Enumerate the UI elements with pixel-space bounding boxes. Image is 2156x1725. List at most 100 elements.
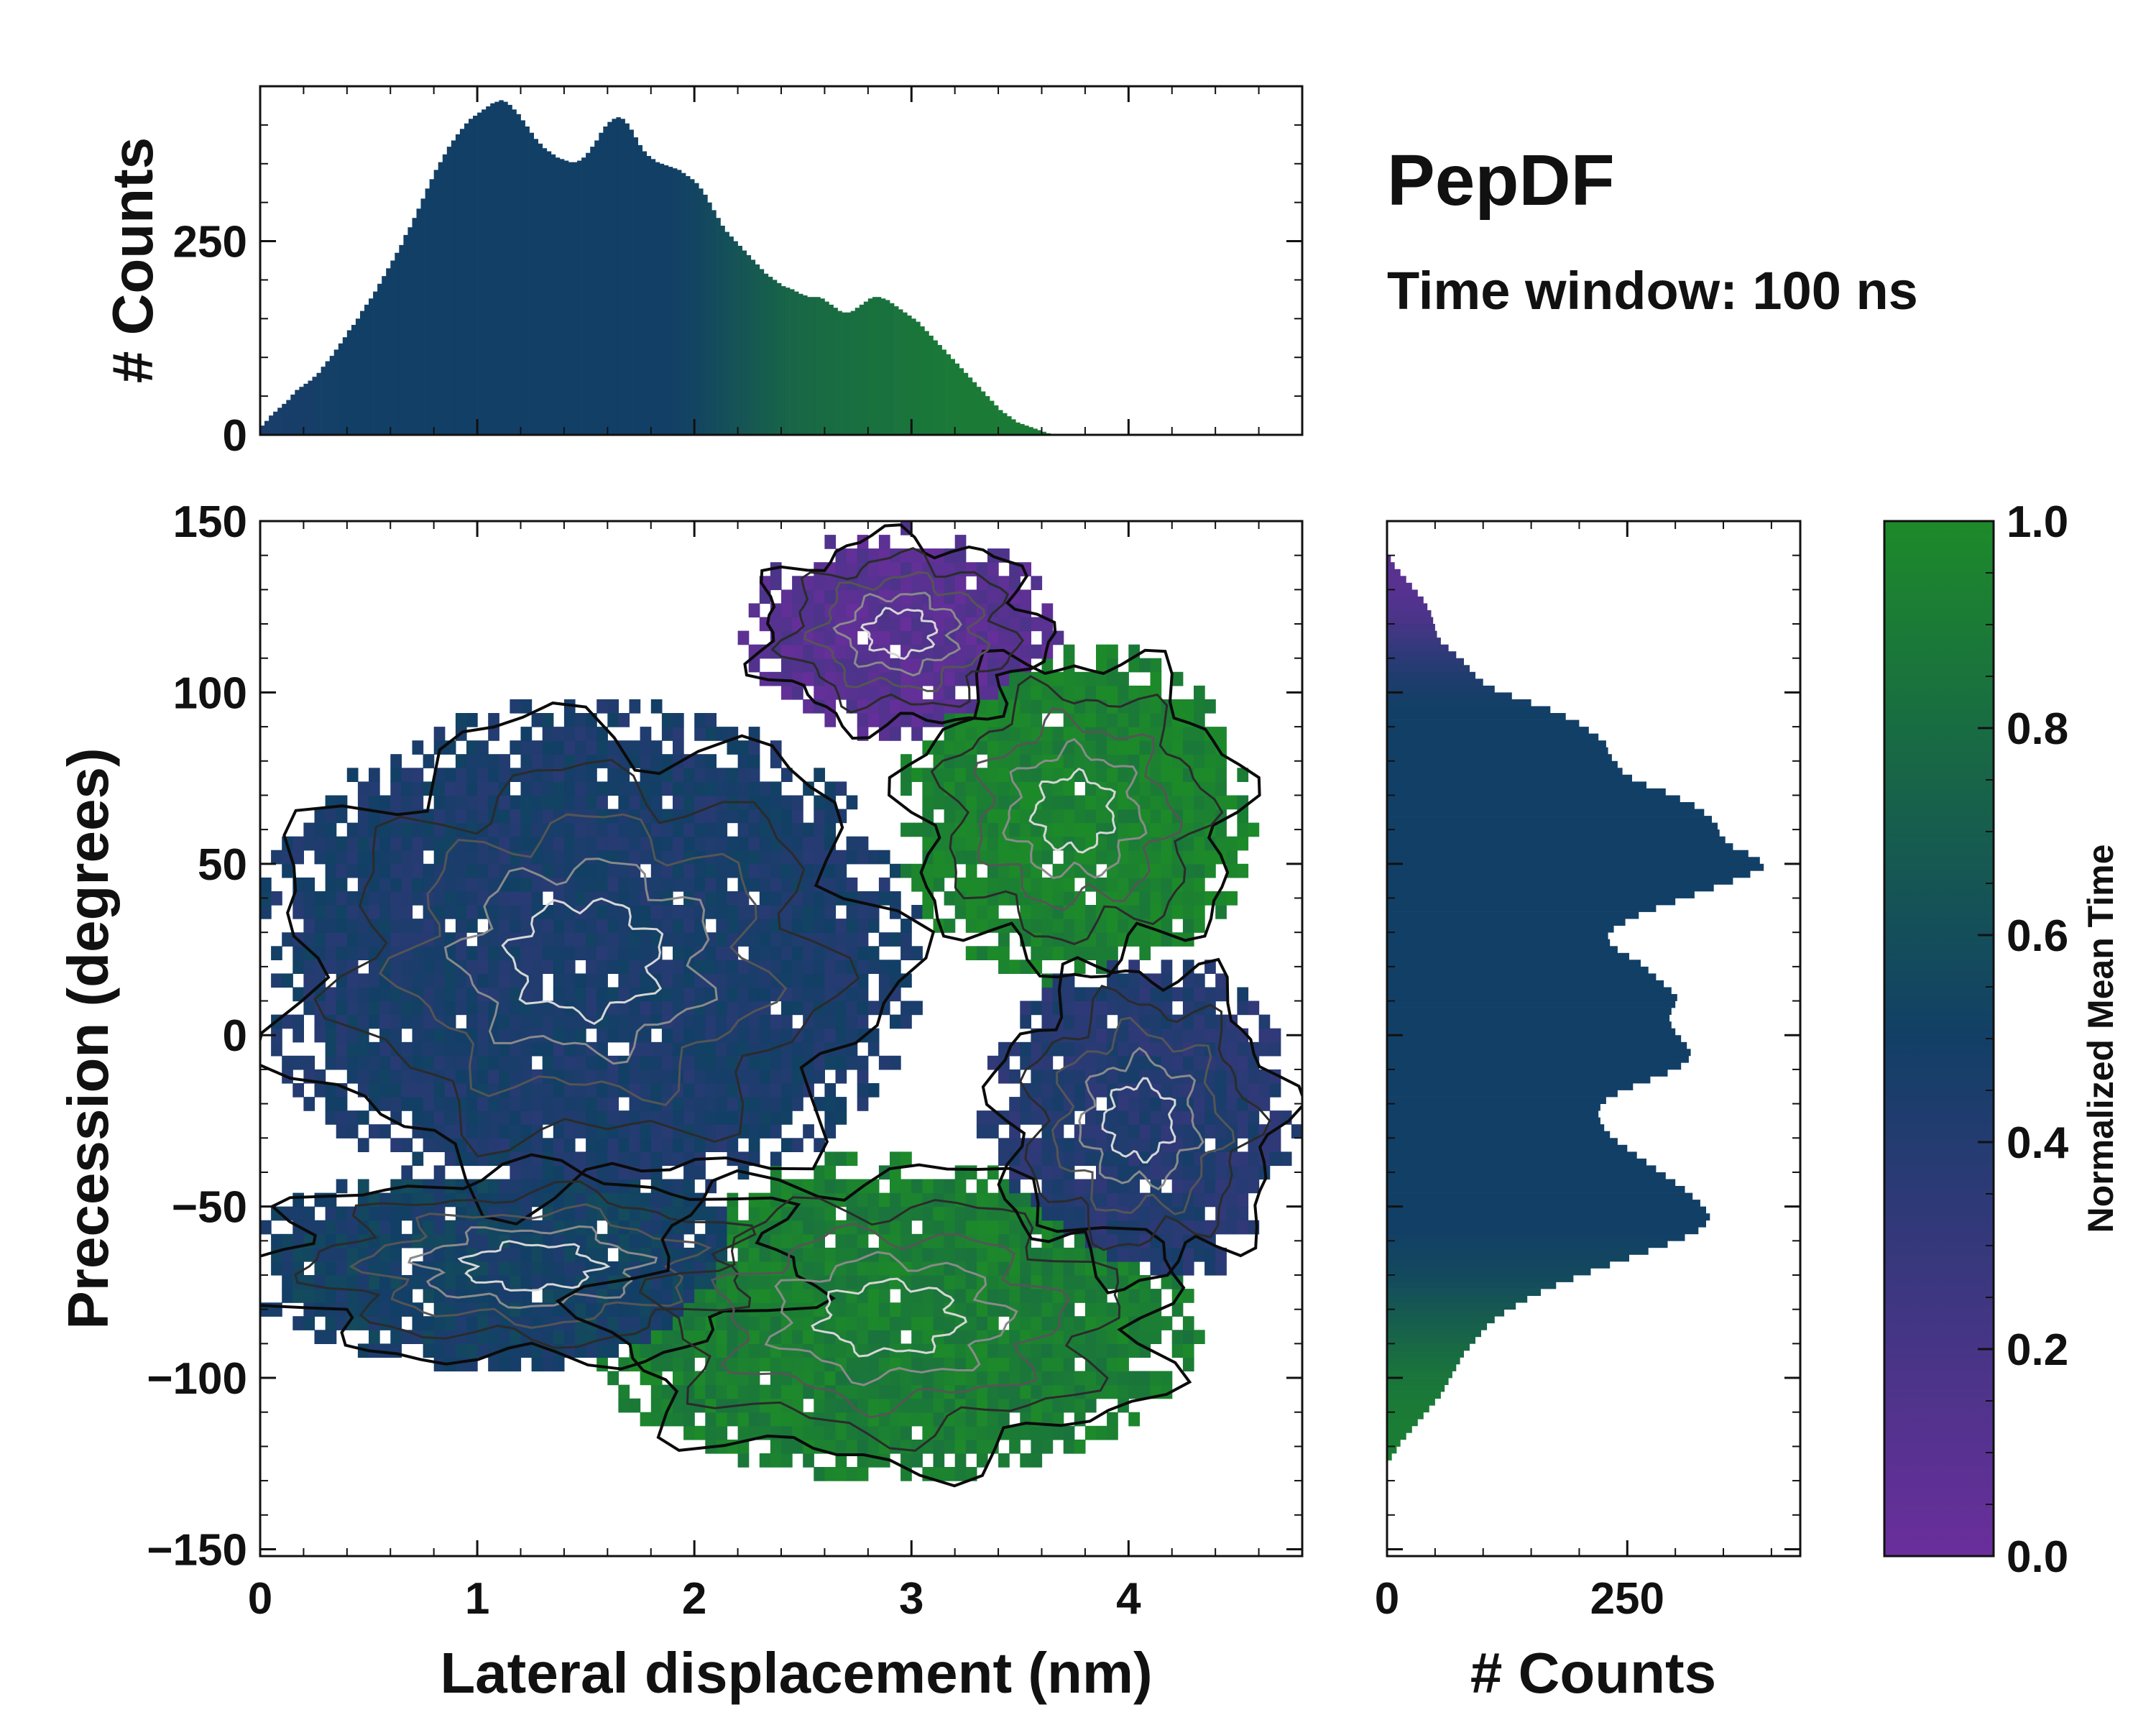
heatmap-cell <box>531 809 543 824</box>
heatmap-cell <box>976 1192 988 1208</box>
heatmap-cell <box>1031 1289 1043 1303</box>
heatmap-cell <box>271 1261 282 1276</box>
heatmap-cell <box>954 644 967 659</box>
heatmap-contour <box>294 1180 757 1349</box>
heatmap-cell <box>835 1069 847 1084</box>
heatmap-cell <box>1171 781 1184 796</box>
heatmap-cell <box>748 1028 760 1043</box>
heatmap-cell <box>390 1041 402 1057</box>
heatmap-cell <box>553 740 565 755</box>
heatmap-cell <box>890 1261 901 1276</box>
heatmap-cell <box>900 1398 912 1413</box>
right-histogram-bar <box>1387 1220 1706 1228</box>
heatmap-cell <box>998 1289 1010 1303</box>
heatmap-cell <box>846 1425 858 1440</box>
right-histogram-bar <box>1387 582 1412 590</box>
right-histogram-bar <box>1387 1172 1666 1179</box>
heatmap-cell <box>933 1343 945 1358</box>
heatmap-cell <box>563 1275 576 1289</box>
heatmap-cell <box>346 1289 359 1303</box>
heatmap-cell <box>1118 877 1129 892</box>
heatmap-cell <box>1215 1069 1227 1084</box>
heatmap-cell <box>563 1330 576 1344</box>
heatmap-cell <box>748 768 760 782</box>
heatmap-cell <box>1052 1097 1064 1111</box>
heatmap-cell <box>444 1069 456 1084</box>
y-tick-label: 0 <box>223 1011 247 1061</box>
heatmap-cell <box>1161 1192 1173 1208</box>
heatmap-cell <box>1009 727 1021 741</box>
heatmap-cell <box>1084 905 1097 919</box>
heatmap-cell <box>1020 685 1031 700</box>
heatmap-cell <box>976 1247 988 1262</box>
y-tick-label: 50 <box>198 840 247 890</box>
heatmap-cell <box>922 1425 934 1440</box>
heatmap-cell <box>835 1247 847 1262</box>
heatmap-cell <box>336 1028 348 1043</box>
heatmap-cell <box>629 1014 641 1029</box>
heatmap-cell <box>987 781 999 796</box>
colorbar-ticks: 0.00.20.40.60.81.0 <box>1978 497 2069 1582</box>
heatmap-cell <box>661 960 673 974</box>
heatmap-cell <box>890 1316 901 1330</box>
heatmap-cell <box>933 1206 945 1221</box>
heatmap-cell <box>423 1220 435 1235</box>
heatmap-contour <box>313 758 860 1158</box>
heatmap-cell <box>1107 1357 1118 1372</box>
heatmap-cell <box>954 1206 967 1221</box>
heatmap-cell <box>694 795 706 810</box>
heatmap-cell <box>618 863 630 878</box>
heatmap-cell <box>737 1069 750 1084</box>
heatmap-cell <box>629 1247 641 1262</box>
heatmap-cell <box>1128 1343 1140 1358</box>
heatmap-cell <box>737 1343 750 1358</box>
right-x-tick-label: 0 <box>1375 1574 1399 1624</box>
top-histogram-bar <box>464 123 469 435</box>
heatmap-cell <box>987 1124 999 1138</box>
heatmap-cell <box>987 905 999 919</box>
heatmap-cell <box>444 795 456 810</box>
heatmap-cell <box>792 1316 803 1330</box>
heatmap-cell <box>661 1316 673 1330</box>
heatmap-cell <box>954 658 967 673</box>
heatmap-cell <box>770 1179 782 1194</box>
heatmap-cell <box>890 1384 901 1399</box>
heatmap-cell <box>1182 740 1194 755</box>
heatmap-cell <box>1215 1179 1227 1194</box>
heatmap-cell <box>563 1261 576 1276</box>
heatmap-cell <box>520 1261 533 1276</box>
heatmap-cell <box>1063 1330 1075 1344</box>
heatmap-cell <box>1052 1289 1064 1303</box>
heatmap-cell <box>857 1014 869 1029</box>
heatmap-cell <box>510 1028 522 1043</box>
heatmap-cell <box>379 1261 391 1276</box>
heatmap-cell <box>933 1179 945 1194</box>
heatmap-cell <box>770 822 782 837</box>
heatmap-cell <box>1182 1028 1194 1043</box>
heatmap-cell <box>705 1220 717 1235</box>
heatmap-cell <box>857 1330 869 1344</box>
heatmap-cell <box>401 781 413 796</box>
top-histogram-bar <box>473 116 478 435</box>
heatmap-cell <box>314 932 326 947</box>
heatmap-cell <box>510 1110 522 1125</box>
heatmap-cell <box>271 973 282 988</box>
heatmap-cell <box>618 1014 630 1029</box>
heatmap-cell <box>1128 932 1140 947</box>
heatmap-cell <box>673 809 684 824</box>
heatmap-cell <box>325 1289 337 1303</box>
heatmap-cell <box>575 1097 586 1111</box>
heatmap-cell <box>510 836 522 851</box>
heatmap-cell <box>759 946 771 960</box>
heatmap-cell <box>390 1028 402 1043</box>
heatmap-cell <box>683 919 695 933</box>
heatmap-cell <box>563 1220 576 1235</box>
top-histogram-bar <box>590 147 595 435</box>
heatmap-cell <box>694 1083 706 1098</box>
heatmap-cell <box>716 1097 728 1111</box>
heatmap-cell <box>922 589 934 604</box>
heatmap-cell <box>965 836 977 851</box>
heatmap-cell <box>824 863 837 878</box>
heatmap-cell <box>1084 713 1097 727</box>
heatmap-cell <box>716 1316 728 1330</box>
